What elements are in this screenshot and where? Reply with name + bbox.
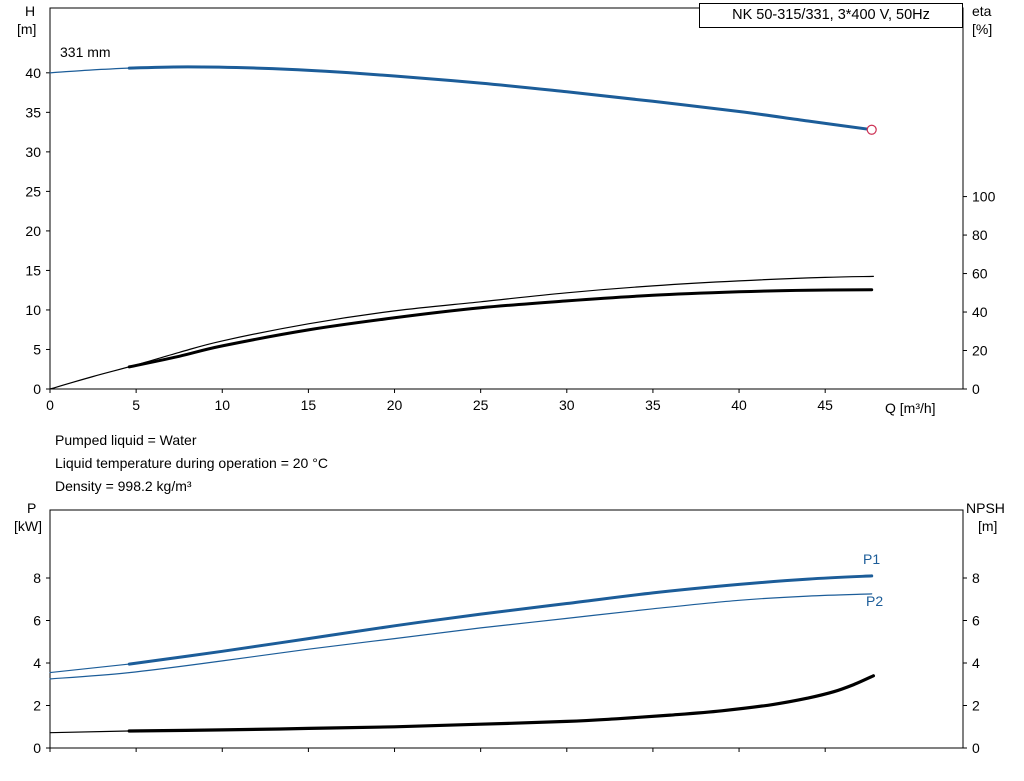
series-npsh	[127, 674, 875, 733]
y-left-tick-label: 40	[25, 65, 41, 81]
x-axis-tick-label: 20	[387, 397, 403, 413]
series-p1-lead-in	[49, 663, 130, 674]
y-right-tick-label: 60	[972, 266, 988, 282]
y-left-tick-label: 10	[25, 302, 41, 318]
y-right-tick-label: 20	[972, 343, 988, 359]
x-axis-tick-label: 25	[473, 397, 489, 413]
series-p2	[49, 593, 873, 680]
head-efficiency-chart: 0 5 10 15 20 25 30 35 40 45 0 5 10 15 20 25 30 35 40 0 20 40 6…	[25, 7, 996, 413]
series-npsh-lead-in	[49, 730, 130, 734]
y-right-tick-label: 8	[972, 570, 980, 586]
y-right-tick-label: 0	[972, 381, 980, 397]
x-axis-tick-label: 15	[301, 397, 317, 413]
y-right-tick-label: 80	[972, 227, 988, 243]
power-npsh-chart: 0 2 4 6 8 0 2 4 6 8	[33, 509, 980, 756]
y-right-tick-label: 2	[972, 698, 980, 714]
plot-frame	[49, 509, 964, 749]
x-axis-tick-label: 10	[214, 397, 230, 413]
y-left-tick-label: 0	[33, 381, 41, 397]
p1-curve-label: P1	[863, 551, 881, 567]
series-eta-pump-motor	[127, 288, 874, 369]
head-axis-unit: [m]	[17, 21, 37, 37]
y-right-tick-label: 100	[972, 189, 996, 205]
plot-frame	[49, 7, 964, 390]
y-right-tick-label: 6	[972, 613, 980, 629]
y-left-tick-label: 30	[25, 144, 41, 160]
pump-title-box: NK 50-315/331, 3*400 V, 50Hz	[699, 3, 963, 28]
power-axis-unit: [kW]	[14, 518, 42, 534]
y-left-tick-label: 4	[33, 655, 41, 671]
x-axis-tick-label: 45	[817, 397, 833, 413]
y-left-tick-label: 5	[33, 341, 41, 357]
x-axis-tick-label: 30	[559, 397, 575, 413]
series-head-331mm	[127, 65, 874, 132]
y-right-tick-label: 40	[972, 304, 988, 320]
flow-axis-label: Q [m³/h]	[885, 400, 936, 416]
y-left-tick-label: 2	[33, 698, 41, 714]
info-density: Density = 998.2 kg/m³	[55, 478, 192, 494]
y-left-tick-label: 15	[25, 262, 41, 278]
power-axis-label: P	[27, 500, 37, 516]
impeller-diameter-label: 331 mm	[60, 44, 111, 60]
y-left-tick-label: 25	[25, 183, 41, 199]
npsh-axis-label: NPSH	[966, 500, 1005, 516]
info-liquid-temperature: Liquid temperature during operation = 20…	[55, 455, 328, 471]
y-right-tick-label: 0	[972, 740, 980, 756]
eta-axis-label: eta	[972, 3, 992, 19]
duty-point-marker	[866, 124, 877, 135]
x-axis-tick-label: 40	[731, 397, 747, 413]
y-right-tick-label: 4	[972, 655, 980, 671]
series-head-331mm-lead-in	[49, 67, 130, 74]
y-left-tick-label: 35	[25, 104, 41, 120]
series-eta-pump	[49, 275, 874, 390]
x-axis-tick-label: 0	[46, 397, 54, 413]
y-left-tick-label: 6	[33, 613, 41, 629]
npsh-axis-unit: [m]	[978, 518, 998, 534]
operating-conditions: Pumped liquid = Water Liquid temperature…	[55, 429, 328, 498]
series-p1	[127, 574, 874, 666]
y-left-tick-label: 8	[33, 570, 41, 586]
info-pumped-liquid: Pumped liquid = Water	[55, 432, 197, 448]
y-left-tick-label: 20	[25, 223, 41, 239]
x-axis-tick-label: 5	[132, 397, 140, 413]
eta-axis-unit: [%]	[972, 21, 993, 37]
p2-curve-label: P2	[866, 593, 884, 609]
y-left-tick-label: 0	[33, 740, 41, 756]
head-axis-label: H	[25, 3, 36, 19]
x-axis-tick-label: 35	[645, 397, 661, 413]
